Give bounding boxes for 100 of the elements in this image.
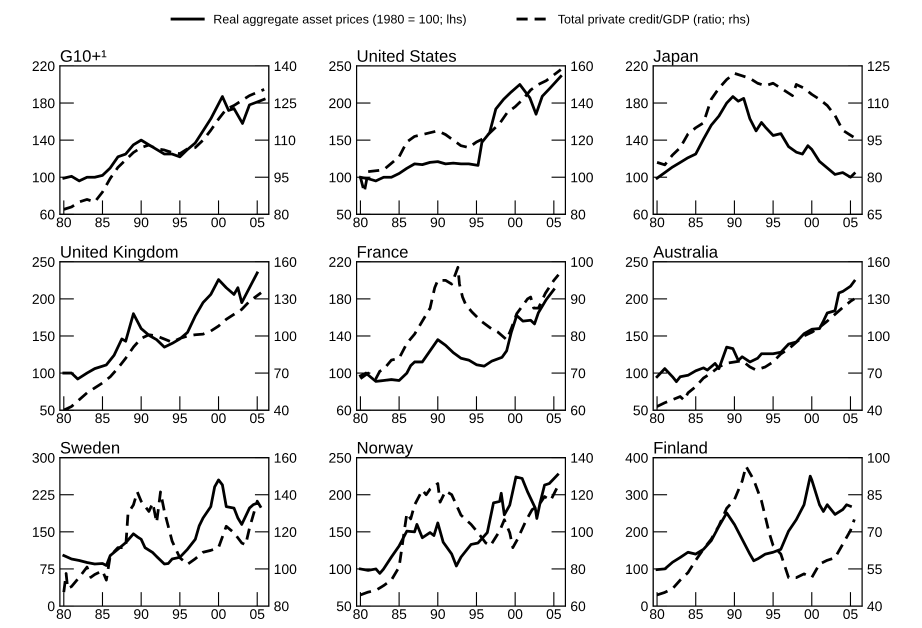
x-tick-label: 85 <box>95 413 110 424</box>
y-tick-label: 150 <box>32 331 55 342</box>
x-tick-label: 90 <box>727 217 742 228</box>
x-tick-label: 95 <box>766 413 780 424</box>
y-tick-label: 180 <box>626 98 648 108</box>
y-tick-label: 250 <box>329 452 352 463</box>
chart-title: France <box>358 246 408 258</box>
legend-label: Real aggregate asset prices (1980 = 100; lhs) <box>214 14 466 26</box>
x-tick-label: 05 <box>843 413 858 424</box>
y-tick-label: 225 <box>32 490 54 500</box>
x-tick-label: 00 <box>211 609 226 619</box>
y-tick-label: 100 <box>626 368 648 378</box>
y2-tick-label: 160 <box>571 61 593 72</box>
x-tick-label: 95 <box>469 413 484 424</box>
x-tick-label: 95 <box>766 217 780 228</box>
y2-tick-label: 60 <box>571 601 586 612</box>
y2-tick-label: 125 <box>274 98 296 108</box>
x-tick-label: 05 <box>843 609 858 619</box>
y2-tick-label: 55 <box>867 564 882 574</box>
chart-title: United States <box>358 50 456 62</box>
y2-tick-label: 140 <box>571 98 593 108</box>
y2-tick-label: 100 <box>274 564 296 574</box>
y2-tick-label: 70 <box>571 368 586 378</box>
x-tick-label: 80 <box>353 217 368 228</box>
x-tick-label: 80 <box>56 609 71 619</box>
x-tick-label: 90 <box>430 217 445 228</box>
x-tick-label: 00 <box>804 217 819 228</box>
y2-tick-label: 95 <box>274 172 289 182</box>
x-tick-label: 05 <box>546 609 561 619</box>
y-tick-label: 0 <box>48 601 55 612</box>
y-tick-label: 100 <box>626 172 648 182</box>
chart-title: Australia <box>653 246 718 258</box>
y2-tick-label: 85 <box>868 490 882 500</box>
y2-tick-label: 120 <box>571 135 593 146</box>
y2-tick-label: 70 <box>868 527 882 537</box>
y-tick-label: 100 <box>626 564 648 574</box>
line-series <box>359 266 560 380</box>
y-tick-label: 0 <box>641 601 648 612</box>
y2-tick-label: 80 <box>274 601 289 612</box>
x-tick-label: 00 <box>508 217 522 228</box>
y-tick-label: 250 <box>32 257 55 267</box>
y2-tick-label: 100 <box>571 172 593 182</box>
y-tick-label: 150 <box>330 527 352 537</box>
y-tick-label: 200 <box>329 490 352 500</box>
y2-tick-label: 80 <box>868 172 882 182</box>
x-tick-label: 90 <box>727 609 742 619</box>
y-tick-label: 50 <box>40 406 55 416</box>
y-tick-label: 60 <box>336 406 352 416</box>
y2-tick-label: 140 <box>274 61 296 72</box>
x-tick-label: 00 <box>211 413 226 424</box>
x-tick-label: 00 <box>804 413 819 424</box>
x-tick-label: 05 <box>546 413 561 424</box>
x-tick-label: 80 <box>650 413 664 424</box>
y-tick-label: 100 <box>32 172 55 182</box>
y2-tick-label: 60 <box>571 406 586 416</box>
y2-tick-label: 40 <box>274 406 289 416</box>
y-tick-label: 150 <box>32 527 55 537</box>
y2-tick-label: 160 <box>274 257 296 267</box>
y-tick-label: 300 <box>626 490 648 500</box>
y2-tick-label: 125 <box>868 61 890 72</box>
y-tick-label: 60 <box>634 210 648 220</box>
y2-tick-label: 80 <box>274 210 289 220</box>
y-tick-label: 220 <box>32 61 55 72</box>
y2-tick-label: 70 <box>274 368 289 378</box>
x-tick-label: 80 <box>353 609 368 619</box>
y2-tick-label: 65 <box>868 210 882 220</box>
x-tick-label: 00 <box>508 609 522 619</box>
y-tick-label: 400 <box>625 452 648 463</box>
chart-title: Sweden <box>60 441 120 454</box>
y2-tick-label: 95 <box>868 135 882 146</box>
y-tick-label: 100 <box>330 564 352 574</box>
y2-tick-label: 100 <box>868 331 890 342</box>
x-tick-label: 85 <box>688 217 703 228</box>
x-tick-label: 85 <box>95 217 110 228</box>
x-tick-label: 05 <box>546 217 561 228</box>
x-tick-label: 80 <box>56 217 71 228</box>
x-tick-label: 85 <box>95 609 110 619</box>
chart-title: United Kingdom <box>61 246 178 262</box>
x-tick-label: 80 <box>650 609 664 619</box>
x-tick-label: 85 <box>688 413 703 424</box>
y2-tick-label: 80 <box>570 210 586 220</box>
chart-title: G10+¹ <box>60 50 106 62</box>
y-tick-label: 180 <box>32 98 55 108</box>
x-tick-label: 85 <box>392 413 406 424</box>
chart-title: Norway <box>358 442 414 457</box>
y2-tick-label: 130 <box>868 294 890 304</box>
y2-tick-label: 40 <box>867 406 882 416</box>
x-tick-label: 85 <box>392 217 406 228</box>
y2-tick-label: 100 <box>274 331 296 342</box>
y-tick-label: 180 <box>330 294 352 304</box>
y2-tick-label: 80 <box>570 331 586 342</box>
y-tick-label: 250 <box>329 61 352 72</box>
x-tick-label: 05 <box>250 217 264 228</box>
y-tick-label: 220 <box>329 257 352 267</box>
y2-tick-label: 90 <box>570 294 586 304</box>
x-tick-label: 85 <box>688 609 703 619</box>
y2-tick-label: 120 <box>571 490 593 500</box>
y2-tick-label: 100 <box>571 257 593 267</box>
x-tick-label: 80 <box>353 413 368 424</box>
y-tick-label: 200 <box>329 98 352 108</box>
